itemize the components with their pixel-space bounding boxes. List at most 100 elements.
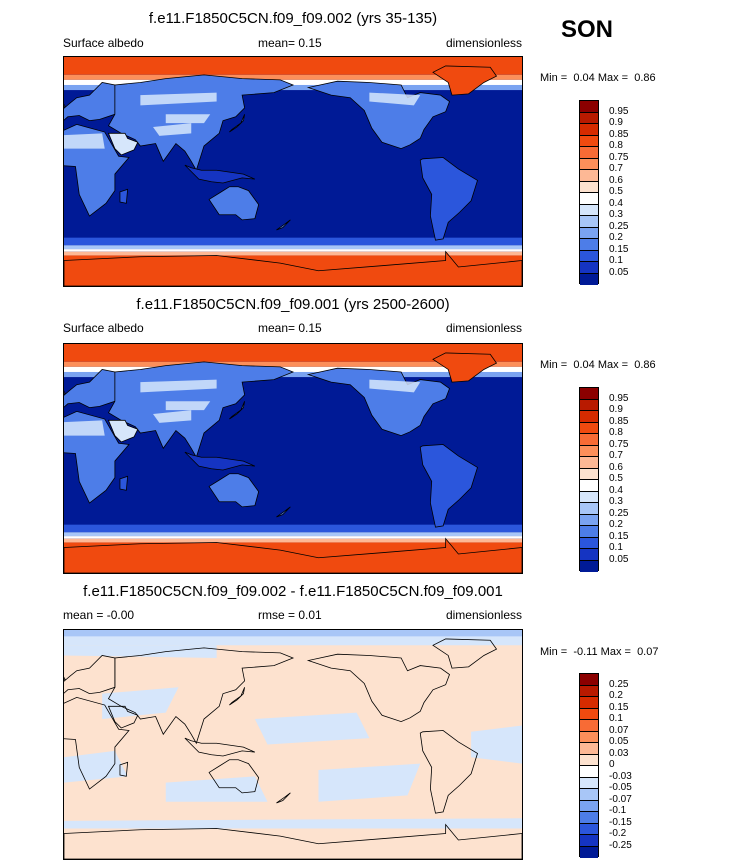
colorbar-swatch: [580, 697, 598, 709]
samerica-landmass: [419, 444, 478, 528]
colorbar-swatch: [580, 503, 598, 515]
colorbar-swatch: [580, 101, 598, 113]
colorbar-swatch: [580, 800, 598, 812]
colorbar-tick-label: 0.8: [609, 140, 623, 151]
colorbar-tick-label: 0.2: [609, 690, 623, 701]
colorbar-tick-label: 0.85: [609, 128, 629, 140]
colorbar-swatch: [580, 457, 598, 469]
panel-1-units-label: dimensionless: [445, 36, 522, 50]
colorbar-tick-label: 0.05: [609, 736, 629, 747]
colorbar-tick-label: 0.2: [609, 519, 623, 530]
colorbar-tick-label: 0.4: [609, 484, 623, 496]
panel-1-map: [63, 56, 523, 287]
panel-1-mean-label: mean= 0.15: [258, 36, 322, 50]
sea-ice-band: [64, 524, 522, 533]
japan-landmass: [229, 401, 246, 420]
panel-2-mean-label: mean= 0.15: [258, 321, 322, 335]
high-albedo-region: [369, 379, 421, 393]
colorbar-tick-label: 0.7: [609, 450, 623, 461]
colorbar-swatch: [580, 181, 598, 193]
negative-difference-patch: [254, 712, 370, 745]
high-albedo-region: [64, 420, 105, 436]
colorbar-swatch: [580, 216, 598, 228]
colorbar-swatch: [580, 112, 598, 124]
sea-ice-band: [64, 237, 522, 246]
colorbar-tick-label: 0.03: [609, 747, 629, 759]
colorbar-swatch: [580, 835, 598, 847]
samerica-landmass: [419, 157, 478, 241]
panel-2-units-label: dimensionless: [445, 321, 522, 335]
arctic-band: [64, 366, 522, 372]
colorbar-tick-label: 0.3: [609, 209, 623, 220]
panel-3-colorbar: [579, 673, 599, 858]
panel-2-max-label: Max =: [597, 359, 629, 371]
panel-1-min-value: 0.04: [573, 72, 595, 84]
high-albedo-region: [369, 92, 421, 106]
arctic-band: [64, 57, 522, 75]
colorbar-swatch: [580, 204, 598, 216]
arabia-landmass: [107, 132, 139, 156]
indonesia-landmass: [184, 164, 256, 184]
indonesia-outline: [184, 737, 256, 757]
panel-3-max-value: 0.07: [637, 646, 659, 658]
colorbar-swatch: [580, 422, 598, 434]
colorbar-swatch: [580, 514, 598, 526]
colorbar-swatch: [580, 445, 598, 457]
uk-landmass: [64, 390, 66, 395]
nz-landmass: [276, 219, 291, 231]
high-albedo-region: [153, 123, 192, 136]
high-albedo-region: [153, 410, 192, 423]
greenland-landmass: [432, 65, 498, 96]
negative-difference-patch: [64, 818, 522, 829]
high-albedo-region: [140, 92, 217, 106]
colorbar-tick-label: 0.9: [609, 117, 623, 128]
madagascar-landmass: [119, 475, 129, 491]
japan-landmass: [229, 114, 246, 133]
negative-difference-patch: [102, 687, 179, 720]
colorbar-swatch: [580, 170, 598, 182]
arctic-band: [64, 361, 522, 367]
colorbar-swatch: [580, 480, 598, 492]
greenland-landmass: [432, 352, 498, 383]
colorbar-swatch: [580, 766, 598, 778]
colorbar-tick-label: 0.1: [609, 255, 623, 266]
panel-3-title: f.e11.F1850C5CN.f09_f09.002 - f.e11.F185…: [83, 583, 503, 600]
sea-ice-band: [64, 536, 522, 539]
panel-2-title: f.e11.F1850C5CN.f09_f09.001 (yrs 2500-26…: [136, 296, 450, 313]
colorbar-tick-label: 0.25: [609, 507, 629, 519]
madagascar-landmass: [119, 188, 129, 204]
arctic-band: [64, 74, 522, 80]
colorbar-swatch: [580, 434, 598, 446]
panel-3-min-value: -0.11: [573, 646, 598, 658]
colorbar-tick-label: 0: [609, 759, 615, 770]
colorbar-tick-label: 0.05: [609, 553, 629, 565]
colorbar-tick-label: 0.15: [609, 530, 629, 542]
colorbar-swatch: [580, 537, 598, 549]
colorbar-swatch: [580, 147, 598, 159]
panel-2-map: [63, 343, 523, 574]
colorbar-swatch: [580, 193, 598, 205]
colorbar-swatch: [580, 262, 598, 274]
colorbar-swatch: [580, 743, 598, 755]
panel-3-min-label: Min =: [540, 646, 568, 658]
colorbar-swatch: [580, 526, 598, 538]
high-albedo-region: [140, 379, 217, 393]
colorbar-swatch: [580, 411, 598, 423]
namerica-outline: [306, 653, 450, 723]
colorbar-swatch: [580, 823, 598, 835]
colorbar-tick-label: 0.95: [609, 105, 629, 117]
madagascar-outline: [119, 761, 129, 777]
high-albedo-region: [165, 114, 211, 124]
japan-outline: [229, 687, 246, 706]
colorbar-swatch: [580, 491, 598, 503]
colorbar-swatch: [580, 674, 598, 686]
colorbar-tick-label: 0.85: [609, 415, 629, 427]
africa-outline: [64, 696, 130, 790]
panel-1-variable-label: Surface albedo: [63, 36, 144, 50]
colorbar-tick-label: 0.25: [609, 678, 629, 690]
sea-ice-band: [64, 532, 522, 537]
colorbar-swatch: [580, 399, 598, 411]
colorbar-tick-label: 0.8: [609, 427, 623, 438]
colorbar-tick-label: 0.75: [609, 151, 629, 163]
panel-3-rmse-label: rmse = 0.01: [258, 608, 322, 622]
